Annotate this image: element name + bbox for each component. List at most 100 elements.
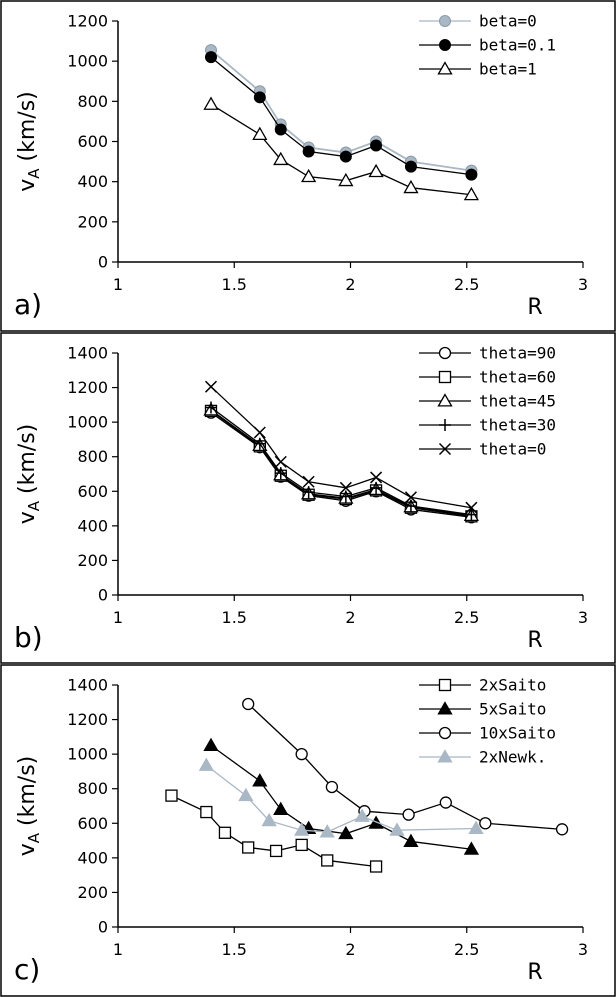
data-point	[370, 481, 383, 494]
x-tick-label: 3	[578, 608, 588, 627]
data-point	[338, 825, 354, 840]
x-tick-label: 1	[113, 275, 123, 294]
data-point	[274, 467, 287, 480]
x-axis-label: R	[527, 960, 542, 985]
x-tick-label: 2	[345, 275, 355, 294]
data-point	[404, 491, 417, 504]
legend-marker	[438, 346, 452, 360]
x-tick-label: 2.5	[454, 608, 479, 627]
data-point	[301, 168, 317, 183]
legend-marker	[437, 701, 453, 715]
legend-marker	[437, 61, 453, 75]
data-point	[321, 854, 334, 867]
data-point	[319, 824, 335, 838]
data-point	[295, 838, 308, 852]
x-tick-label: 1	[113, 940, 123, 959]
data-point	[403, 833, 419, 847]
legend-label: theta=0	[479, 440, 546, 459]
y-tick-label: 1000	[67, 52, 108, 71]
y-tick-label: 800	[77, 447, 108, 466]
data-point	[253, 426, 266, 439]
legend-label: beta=1	[479, 60, 537, 79]
series-line	[210, 386, 472, 509]
y-tick-label: 600	[77, 482, 108, 501]
data-point	[370, 139, 383, 152]
legend-marker	[438, 442, 452, 456]
data-point	[369, 860, 383, 873]
data-point	[339, 481, 352, 494]
y-tick-label: 1200	[67, 12, 108, 31]
legend: 2xSaito 5xSaito 10xSaito 2xNewk.	[419, 676, 556, 767]
panel-2: 0 200 400 600 800 1000 1200 1400 1 1.5 2 2.5 3 RvA (k…	[0, 664, 616, 997]
series-2	[203, 96, 480, 201]
legend-label: beta=0	[479, 12, 537, 31]
panel-border	[0, 664, 616, 997]
panel-border	[0, 332, 616, 664]
y-tick-label: 400	[77, 516, 108, 535]
data-point	[203, 96, 219, 110]
x-tick-label: 1	[113, 608, 123, 627]
y-tick-label: 1000	[67, 745, 108, 764]
data-point	[274, 123, 287, 136]
data-point	[273, 801, 289, 815]
series-line	[210, 56, 472, 176]
data-point	[253, 91, 266, 104]
x-axis-label: R	[527, 295, 542, 320]
data-point	[325, 780, 339, 794]
legend-marker	[439, 15, 451, 27]
data-point	[238, 787, 254, 802]
data-point	[404, 499, 417, 512]
data-point	[402, 808, 415, 821]
x-tick-label: 2.5	[454, 940, 479, 959]
legend-marker	[439, 39, 451, 51]
data-point	[295, 747, 308, 761]
y-tick-label: 800	[77, 92, 108, 111]
series-2	[203, 402, 480, 522]
data-point	[368, 163, 384, 178]
data-point	[389, 822, 405, 836]
y-tick-label: 0	[98, 918, 108, 937]
series-1	[205, 51, 478, 181]
y-tick-label: 1400	[67, 344, 108, 363]
y-tick-label: 400	[77, 848, 108, 867]
panel-0: 0 200 400 600 800 1000 1200 1 1.5 2 2.5 3 RvA (km/s)…	[0, 0, 616, 332]
legend-marker	[437, 393, 453, 407]
x-tick-label: 1.5	[222, 940, 247, 959]
x-axis-label: R	[527, 628, 542, 653]
data-point	[200, 805, 213, 819]
series-1	[204, 404, 478, 523]
legend: beta=0 beta=0.1 beta=1	[419, 12, 556, 79]
data-point	[465, 168, 478, 181]
data-point	[205, 401, 217, 414]
data-point	[302, 486, 315, 499]
legend-label: theta=45	[479, 392, 556, 411]
y-tick-label: 0	[98, 586, 108, 605]
panel-border	[0, 0, 616, 332]
data-point	[370, 471, 383, 484]
legend-label: beta=0.1	[479, 36, 556, 55]
data-point	[252, 126, 268, 140]
panel-1: 0 200 400 600 800 1000 1200 1400 1 1.5 2 2.5 3 RvA (k…	[0, 332, 616, 664]
data-point	[274, 455, 287, 468]
y-axis-label: vA (km/s)	[15, 424, 43, 525]
x-tick-label: 3	[578, 940, 588, 959]
data-point	[404, 160, 417, 173]
legend-label: theta=60	[479, 368, 556, 387]
data-point	[198, 757, 214, 771]
series-3	[198, 757, 484, 838]
y-axis-label: vA (km/s)	[15, 91, 43, 192]
y-tick-label: 1400	[67, 676, 108, 695]
series-0	[165, 789, 383, 873]
series-2	[242, 697, 569, 836]
data-point	[403, 179, 419, 194]
legend-label: 2xSaito	[479, 676, 546, 695]
y-tick-label: 0	[98, 253, 108, 272]
legend-marker	[438, 678, 452, 692]
y-tick-label: 200	[77, 551, 108, 570]
legend-label: theta=30	[479, 416, 556, 435]
y-tick-label: 600	[77, 132, 108, 151]
legend-marker	[438, 726, 452, 740]
legend-marker	[437, 749, 453, 763]
data-point	[269, 844, 283, 858]
series-line	[247, 703, 563, 830]
